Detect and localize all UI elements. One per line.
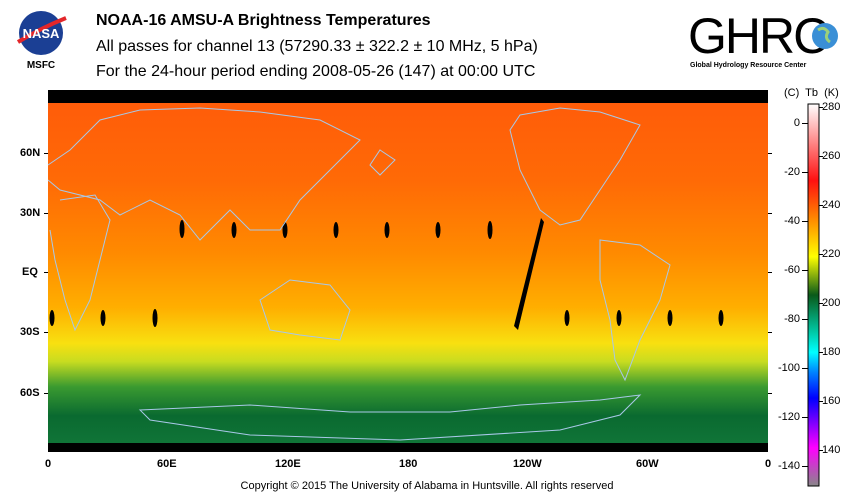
- lon-label: 120E: [275, 458, 301, 470]
- data-gaps: [49, 218, 724, 330]
- ghrc-logo-sub: Global Hydrology Resource Center: [690, 62, 807, 69]
- celsius-tick-mark: [802, 417, 808, 418]
- lon-label: 60W: [636, 458, 659, 470]
- kelvin-tick-mark: [819, 450, 823, 451]
- celsius-tick: -20: [784, 166, 800, 178]
- kelvin-tick-mark: [819, 156, 823, 157]
- celsius-tick-mark: [802, 221, 808, 222]
- celsius-tick-mark: [802, 270, 808, 271]
- lon-label: 120W: [513, 458, 542, 470]
- colorbar: [807, 103, 820, 487]
- nasa-logo: NASA MSFC: [14, 10, 68, 71]
- chart-subtitle: All passes for channel 13 (57290.33 ± 32…: [96, 38, 538, 55]
- lon-label: 180: [399, 458, 418, 470]
- kelvin-tick: 160: [822, 395, 841, 407]
- map-ticks: [44, 153, 772, 394]
- kelvin-tick: 260: [822, 150, 841, 162]
- lat-label: 30N: [20, 207, 41, 219]
- celsius-tick: -140: [777, 460, 800, 472]
- celsius-tick: 0: [793, 117, 800, 129]
- celsius-tick: -80: [784, 313, 800, 325]
- kelvin-tick-mark: [819, 107, 823, 108]
- kelvin-tick-mark: [819, 205, 823, 206]
- copyright: Copyright © 2015 The University of Alaba…: [240, 480, 614, 492]
- kelvin-tick: 240: [822, 199, 841, 211]
- celsius-tick-mark: [802, 172, 808, 173]
- chart-title: NOAA-16 AMSU-A Brightness Temperatures: [96, 12, 431, 29]
- kelvin-tick: 200: [822, 297, 841, 309]
- celsius-tick: -60: [784, 264, 800, 276]
- celsius-tick: -40: [784, 215, 800, 227]
- lat-label: 60N: [20, 147, 41, 159]
- lat-label: EQ: [22, 266, 38, 278]
- nasa-logo-sub: MSFC: [26, 60, 56, 71]
- celsius-tick-mark: [802, 466, 808, 467]
- celsius-tick: -100: [777, 362, 800, 374]
- no-data-band-top: [48, 90, 768, 103]
- lon-label: 0: [765, 458, 772, 470]
- lat-label: 60S: [20, 387, 40, 399]
- lon-label: 60E: [157, 458, 177, 470]
- ghrc-logo: GHRC Global Hydrology Resource Center: [688, 10, 848, 74]
- kelvin-tick-mark: [819, 401, 823, 402]
- kelvin-tick-mark: [819, 254, 823, 255]
- coastlines: [47, 107, 671, 441]
- kelvin-tick-mark: [819, 303, 823, 304]
- lon-label: 0: [45, 458, 52, 470]
- chart-period: For the 24-hour period ending 2008-05-26…: [96, 63, 536, 80]
- kelvin-tick: 220: [822, 248, 841, 260]
- kelvin-tick-mark: [819, 352, 823, 353]
- celsius-tick-mark: [802, 123, 808, 124]
- lat-label: 30S: [20, 326, 40, 338]
- ghrc-logo-text: GHRC: [688, 8, 829, 64]
- globe-icon: [812, 23, 838, 49]
- kelvin-tick: 180: [822, 346, 841, 358]
- svg-text:NASA: NASA: [23, 26, 60, 41]
- kelvin-tick: 280: [822, 101, 841, 113]
- map-field: [48, 90, 768, 452]
- celsius-tick-mark: [802, 319, 808, 320]
- kelvin-tick: 140: [822, 444, 841, 456]
- celsius-tick: -120: [777, 411, 800, 423]
- colorbar-header: (C) Tb (K): [784, 87, 839, 99]
- celsius-tick-mark: [802, 368, 808, 369]
- no-data-band-bottom: [48, 443, 768, 452]
